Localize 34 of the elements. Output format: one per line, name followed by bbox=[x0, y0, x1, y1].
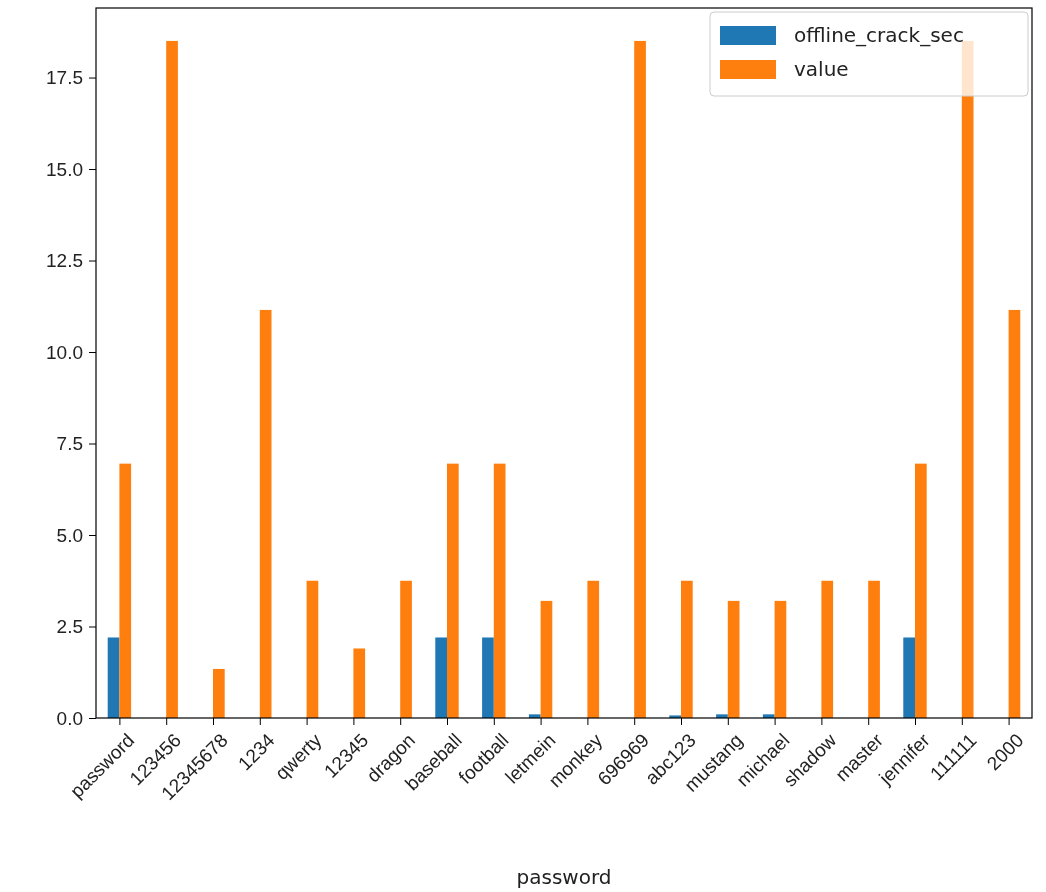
bar bbox=[107, 637, 120, 718]
bar bbox=[903, 637, 915, 718]
y-tick-label: 17.5 bbox=[46, 67, 83, 89]
y-tick-label: 12.5 bbox=[46, 250, 83, 272]
bar bbox=[868, 580, 880, 718]
bar bbox=[493, 463, 506, 718]
legend-label: offline_crack_sec bbox=[794, 22, 964, 47]
y-tick-label: 7.5 bbox=[56, 433, 83, 455]
bar bbox=[119, 463, 132, 718]
y-tick-label: 0.0 bbox=[56, 707, 83, 729]
bar bbox=[821, 580, 834, 718]
bar bbox=[400, 580, 412, 718]
bar bbox=[482, 637, 494, 718]
y-tick-label: 15.0 bbox=[46, 158, 83, 180]
x-axis-title: password bbox=[516, 865, 612, 889]
bar bbox=[727, 600, 740, 718]
y-tick-label: 10.0 bbox=[46, 341, 83, 363]
bar bbox=[447, 463, 459, 718]
bar bbox=[634, 40, 646, 718]
bar bbox=[540, 600, 553, 718]
bar bbox=[166, 40, 178, 718]
bar bbox=[681, 580, 693, 718]
bar bbox=[774, 600, 787, 718]
bar bbox=[353, 648, 366, 718]
bar bbox=[435, 637, 447, 718]
bar bbox=[259, 309, 272, 718]
bar bbox=[587, 580, 600, 718]
bar bbox=[1008, 309, 1021, 718]
y-tick-label: 2.5 bbox=[56, 616, 83, 638]
bar bbox=[306, 580, 319, 718]
bar bbox=[915, 463, 927, 718]
y-tick-label: 5.0 bbox=[56, 524, 83, 546]
legend-label: value bbox=[794, 56, 849, 81]
bar bbox=[213, 668, 225, 718]
